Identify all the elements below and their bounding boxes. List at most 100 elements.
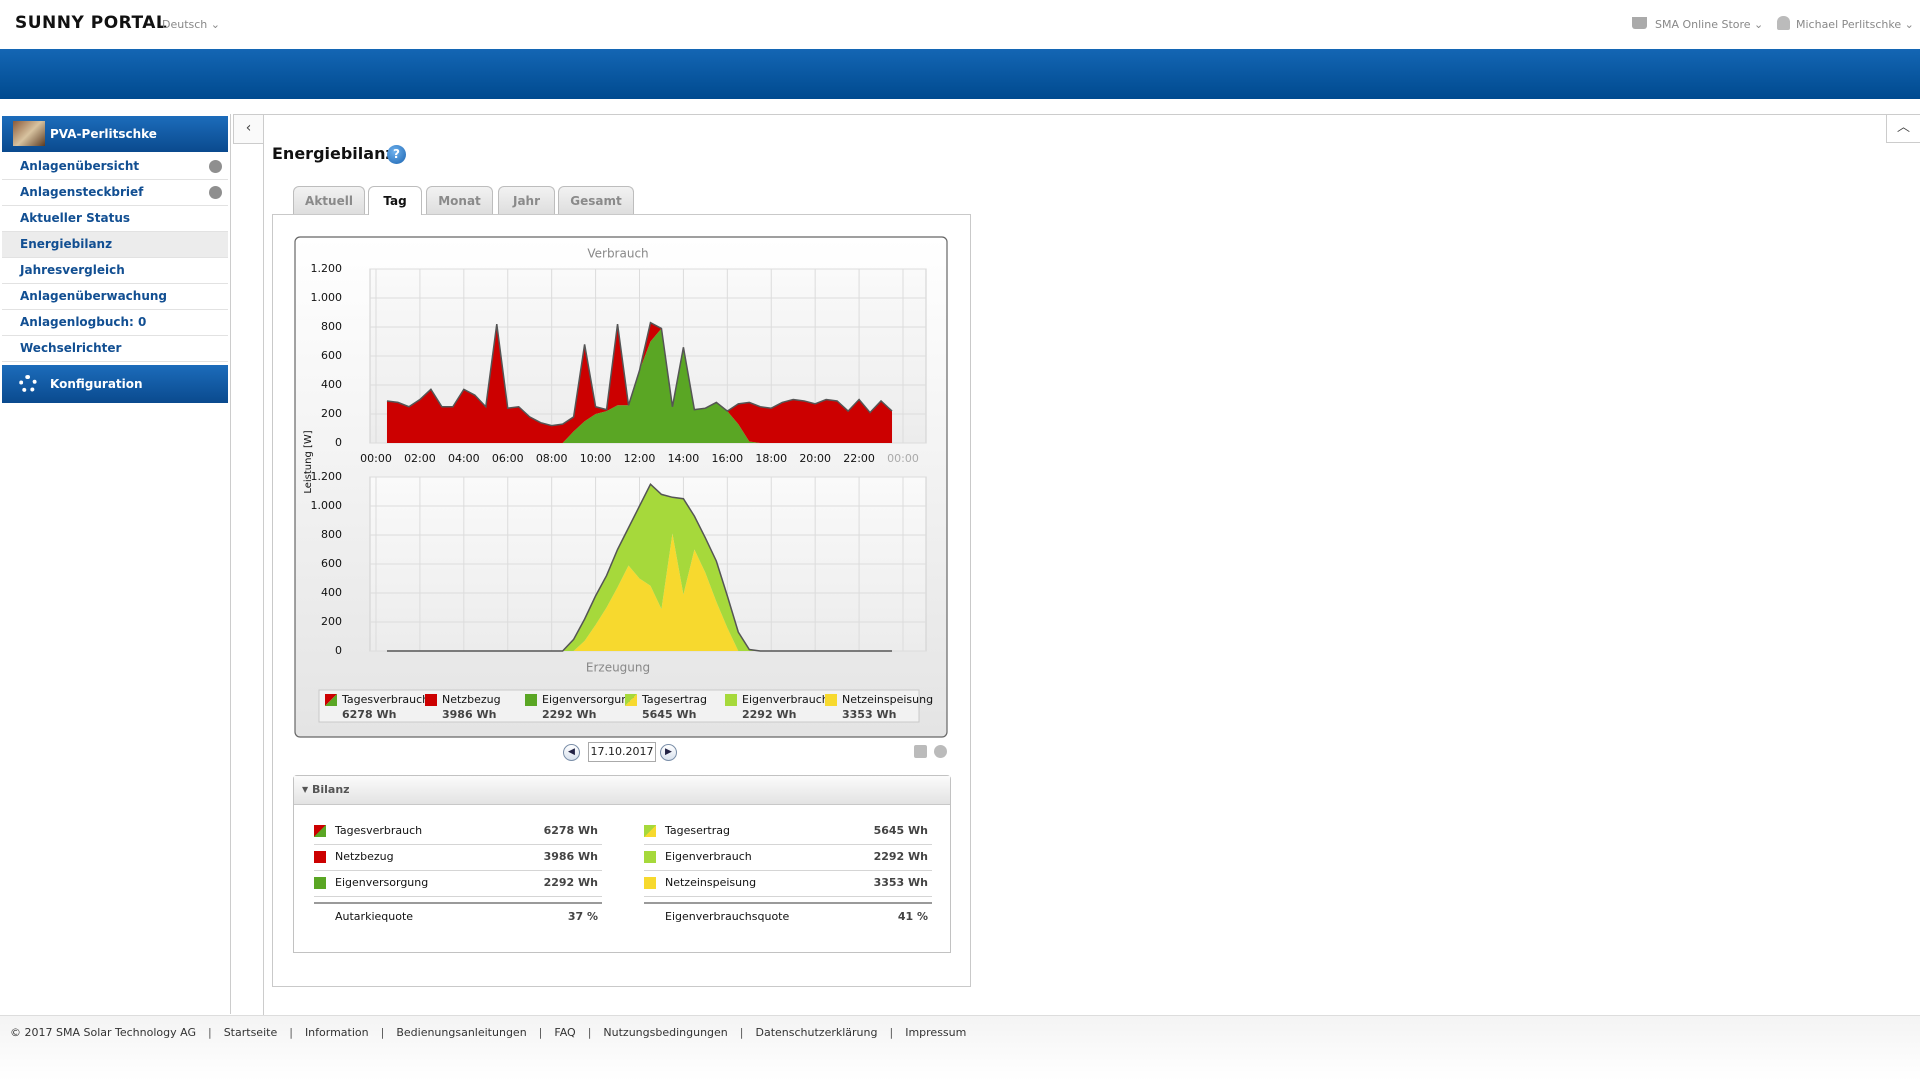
settings-icon[interactable]: [934, 745, 947, 758]
plant-name: PVA-Perlitschke: [50, 127, 157, 141]
balance-value: 6278 Wh: [543, 824, 598, 837]
balance-panel: ▼ Bilanz Tagesverbrauch 6278 Wh Netzbezug 39…: [293, 775, 951, 953]
balance-label: Tagesertrag: [665, 824, 730, 837]
language: Deutsch: [162, 18, 208, 31]
export-icon[interactable]: [914, 745, 927, 758]
nav-item[interactable]: Jahresvergleich: [2, 258, 228, 284]
plant-header[interactable]: PVA-Perlitschke: [2, 116, 228, 152]
nav-item[interactable]: Energiebilanz: [2, 232, 228, 258]
area: [386, 328, 893, 443]
nav-label: Aktueller Status: [20, 211, 131, 225]
footer-link[interactable]: Bedienungsanleitungen: [381, 1026, 527, 1039]
balance-label: Eigenversorgung: [335, 876, 429, 889]
banner: [0, 49, 1920, 99]
legend-label: Netzeinspeisung: [842, 693, 933, 706]
globe-icon: [209, 186, 222, 199]
sidebar: PVA-Perlitschke Konfiguration › Anlagenüb…: [0, 114, 231, 1014]
legend-value: 3986 Wh: [442, 708, 496, 721]
balance-label: Eigenverbrauch: [665, 850, 752, 863]
balance-label: Netzbezug: [335, 850, 394, 863]
legend-value: 2292 Wh: [542, 708, 596, 721]
x-tick-label: 20:00: [799, 452, 831, 465]
legend-value: 5645 Wh: [642, 708, 696, 721]
tab[interactable]: Aktuell: [293, 186, 365, 214]
y-tick-label: 1.200: [311, 262, 343, 275]
area: [386, 484, 893, 651]
legend-icon: [825, 694, 837, 706]
date-field[interactable]: 17.10.2017: [588, 742, 656, 762]
balance-value: 2292 Wh: [543, 876, 598, 889]
y-tick-label: 600: [321, 349, 342, 362]
balance-row: Netzbezug 3986 Wh: [314, 844, 602, 871]
balance-value: 3986 Wh: [543, 850, 598, 863]
cart-icon: [1632, 17, 1647, 29]
chevron: ›: [50, 377, 55, 391]
footer-link[interactable]: Nutzungsbedingungen: [588, 1026, 728, 1039]
legend-icon: [644, 825, 656, 837]
x-tick-label: 10:00: [580, 452, 612, 465]
balance-row: Netzeinspeisung 3353 Wh: [644, 870, 932, 897]
footer-link[interactable]: FAQ: [539, 1026, 576, 1039]
y-tick-label: 1.200: [311, 470, 343, 483]
tab[interactable]: Jahr: [498, 186, 555, 214]
balance-header[interactable]: ▼ Bilanz: [294, 776, 950, 805]
area: [386, 322, 893, 443]
nav-label: Anlagensteckbrief: [20, 185, 144, 199]
chart-tools: [914, 745, 954, 761]
footer-link[interactable]: Information: [289, 1026, 368, 1039]
chart-title: Verbrauch: [587, 247, 648, 261]
tab[interactable]: Gesamt: [558, 186, 634, 214]
balance-ratio-row: Eigenverbrauchsquote 41 %: [644, 902, 932, 930]
y-tick-label: 800: [321, 320, 342, 333]
legend-label: Tagesertrag: [641, 693, 707, 706]
tab-content: [272, 214, 971, 987]
y-tick-label: 1.000: [311, 291, 343, 304]
legend-label: Tagesverbrauch: [341, 693, 429, 706]
balance-label: Tagesverbrauch: [335, 824, 423, 837]
language-select[interactable]: Deutsch ⌄: [162, 18, 220, 31]
store-menu[interactable]: SMA Online Store ⌄: [1655, 18, 1764, 31]
y-tick-label: 400: [321, 378, 342, 391]
config-menu[interactable]: Konfiguration ›: [2, 365, 228, 403]
x-tick-label: 00:00: [887, 452, 919, 465]
footer-links: © 2017 SMA Solar Technology AG Startseite…: [10, 1026, 966, 1039]
x-tick-label: 08:00: [536, 452, 568, 465]
balance-row: Eigenversorgung 2292 Wh: [314, 870, 602, 897]
x-tick-label: 14:00: [668, 452, 700, 465]
collapse-button[interactable]: ‹: [233, 114, 264, 144]
y-tick-label: 0: [335, 644, 342, 657]
legend-label: Eigenverbrauch: [742, 693, 829, 706]
legend-icon: [314, 851, 326, 863]
y-tick-label: 800: [321, 528, 342, 541]
nav-item[interactable]: Anlagenübersicht: [2, 154, 228, 180]
nav-item[interactable]: Wechselrichter: [2, 336, 228, 362]
brand[interactable]: SUNNY PORTAL: [15, 13, 168, 33]
footer-link[interactable]: Datenschutzerklärung: [740, 1026, 878, 1039]
ratio-value: 41 %: [897, 910, 928, 923]
footer-link[interactable]: Impressum: [889, 1026, 966, 1039]
nav-item[interactable]: Anlagenüberwachung: [2, 284, 228, 310]
tab[interactable]: Tag: [368, 186, 422, 215]
y-axis-label: Leistung [W]: [303, 430, 314, 493]
x-tick-label: 16:00: [711, 452, 743, 465]
balance-value: 2292 Wh: [873, 850, 928, 863]
content-panel: [263, 114, 1920, 1015]
ratio-label: Autarkiequote: [335, 910, 414, 923]
user-menu[interactable]: Michael Perlitschke ⌄: [1796, 18, 1914, 31]
legend-label: Netzbezug: [442, 693, 501, 706]
previous-day[interactable]: ◀: [563, 744, 580, 761]
next-day[interactable]: ▶: [660, 744, 677, 761]
nav-item[interactable]: Anlagensteckbrief: [2, 180, 228, 206]
footer-link[interactable]: Startseite: [208, 1026, 277, 1039]
help-icon[interactable]: ?: [387, 145, 406, 164]
legend-icon: [314, 825, 326, 837]
y-tick-label: 200: [321, 615, 342, 628]
scroll-top-button[interactable]: ︿: [1886, 114, 1920, 143]
area-outline: [386, 483, 893, 652]
nav-item[interactable]: Anlagenlogbuch: 0: [2, 310, 228, 336]
nav-item[interactable]: Aktueller Status: [2, 206, 228, 232]
tab[interactable]: Monat: [426, 186, 493, 214]
y-tick-label: 0: [335, 436, 342, 449]
y-tick-label: 1.000: [311, 499, 343, 512]
